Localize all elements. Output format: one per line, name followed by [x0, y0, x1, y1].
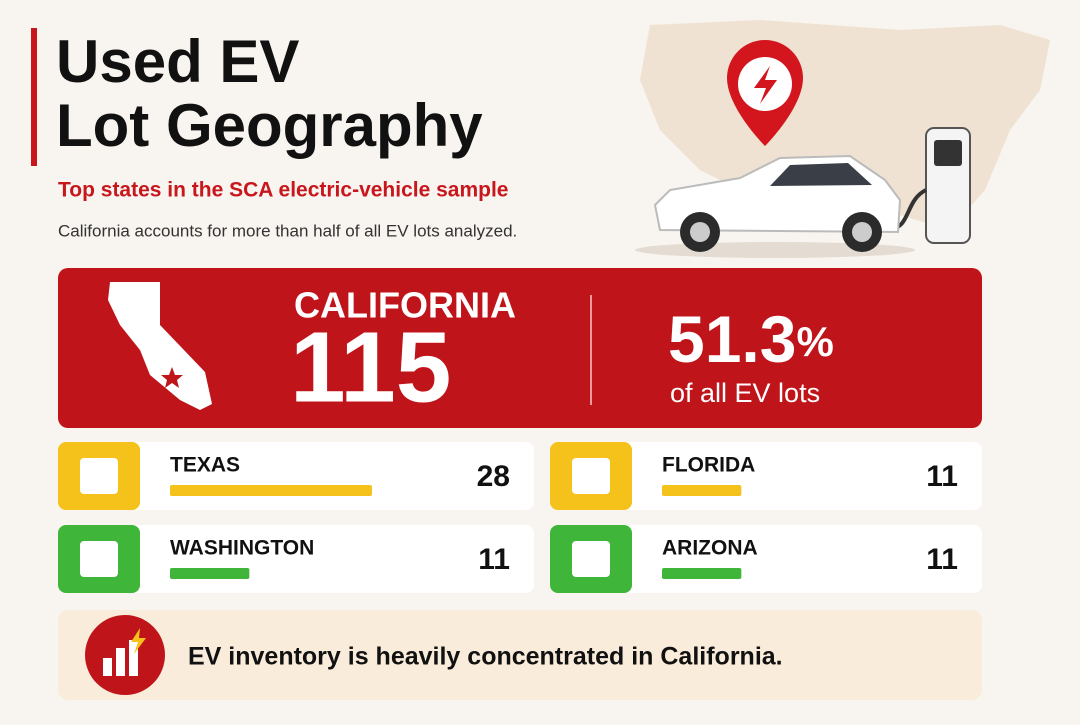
bolt — [754, 66, 777, 104]
state-count: 28 — [477, 460, 510, 493]
title-line: Lot Geography — [56, 92, 483, 159]
state-icon-shape — [80, 458, 118, 494]
footer-box — [58, 610, 982, 700]
state-name: ARIZONA — [662, 537, 758, 560]
icon-bar — [103, 658, 112, 676]
share-value: 51.3 — [668, 302, 796, 376]
note: California accounts for more than half o… — [58, 221, 517, 240]
state-name: FLORIDA — [662, 454, 755, 477]
share-unit: % — [796, 318, 833, 365]
state-count: 11 — [926, 460, 958, 493]
charger-screen — [934, 140, 962, 166]
state-name: TEXAS — [170, 454, 240, 477]
icon-bolt — [131, 628, 146, 654]
accent-bar — [31, 28, 37, 166]
state-bar — [170, 568, 250, 579]
car-window — [770, 163, 872, 186]
hub — [690, 222, 710, 242]
state-name: WASHINGTON — [170, 537, 314, 560]
icon-bar — [129, 640, 138, 676]
subtitle: Top states in the SCA electric-vehicle s… — [58, 179, 509, 202]
icon-bar — [116, 648, 125, 676]
state-count: 11 — [926, 543, 958, 576]
highlight-caption: of all EV lots — [670, 378, 820, 408]
state-icon-shape — [572, 458, 610, 494]
state-card — [550, 442, 982, 510]
state-bar — [662, 568, 742, 579]
state-icon-shape — [572, 541, 610, 577]
title-line: Used EV — [56, 28, 299, 95]
star — [161, 367, 183, 388]
state-card — [550, 525, 982, 593]
state-count: 11 — [478, 543, 510, 576]
illustration — [635, 20, 1050, 258]
footer-text: EV inventory is heavily concentrated in … — [188, 643, 783, 671]
california-shape — [108, 282, 212, 410]
state-bar — [170, 485, 372, 496]
highlight-count: 115 — [290, 311, 451, 423]
highlight-share: 51.3% — [668, 302, 834, 376]
state-cards: TEXAS 28 FLORIDA 11 WASHINGTON 11 ARIZONA 11 — [58, 442, 982, 593]
hub — [852, 222, 872, 242]
highlight-state: CALIFORNIA — [294, 285, 516, 326]
state-icon-shape — [80, 541, 118, 577]
highlight-banner — [58, 268, 982, 428]
state-bar — [662, 485, 742, 496]
